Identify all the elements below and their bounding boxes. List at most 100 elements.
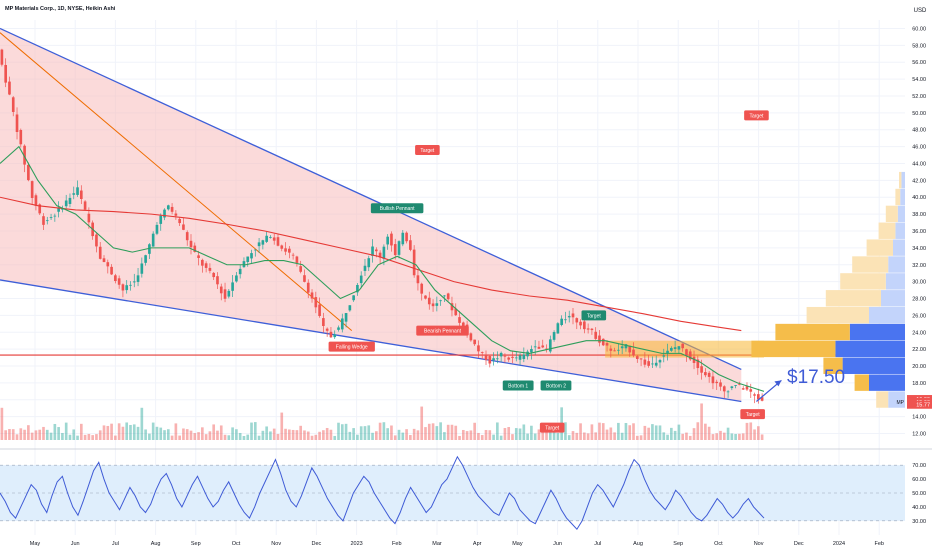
candle-body [136,275,140,282]
volume-bar [314,434,318,440]
volume-bar [620,432,624,440]
vp-bar-blue [897,205,905,223]
candle-body [363,265,367,271]
volume-bar [586,433,590,440]
volume-bar [635,435,639,440]
volume-bar [68,434,72,440]
candle-body [288,248,291,253]
volume-bar [496,422,499,440]
volume-bar [745,422,749,440]
candle-body [757,394,760,400]
time-tick-label: 2023 [350,541,362,547]
vp-bar-blue [885,273,905,290]
volume-bar [359,426,363,440]
volume-bar [371,432,374,440]
candle-body [469,333,473,341]
candle-body [72,193,76,195]
candle-body [238,268,242,275]
volume-bar [72,429,76,440]
channel-lower-line [0,279,742,403]
pattern-label: Bullish Pennant [370,203,424,214]
volume-bar [685,432,688,440]
candle-body [265,235,268,242]
price-tick-label: 48.00 [912,128,926,134]
candle-body [719,382,722,387]
volume-bar [760,434,764,440]
pattern-label: Target [744,110,769,121]
time-tick-label: 2024 [833,541,845,547]
candle-body [579,321,582,326]
volume-bar [518,428,522,440]
volume-bar [511,434,514,440]
volume-bar [450,424,454,440]
volume-bar [310,435,314,440]
volume-bar [227,435,231,440]
candle-body [643,359,647,365]
volume-profile [751,171,905,408]
volume-bar [235,429,238,440]
volume-bar [692,428,696,440]
volume-bar [291,429,295,440]
pattern-label-text: Target [587,313,602,319]
candle-body [567,316,571,318]
falling-diagonal [0,32,353,331]
candle-body [129,284,132,286]
candle-body [280,245,284,249]
volume-bar [696,422,700,440]
candle-body [726,391,730,393]
price-tick-label: 32.00 [912,263,926,269]
rsi-tick-label: 60.00 [912,477,926,483]
time-tick-label: Aug [633,541,643,547]
price-tag-symbol: MP [897,400,905,406]
volume-bar [416,430,420,440]
pattern-label-bg [539,422,565,433]
volume-bar [499,435,503,440]
rsi-band [0,464,905,522]
candle-body [257,242,261,247]
volume-bar [719,430,722,440]
time-tick-label: Dec [312,541,322,547]
rsi-tick-label: 40.00 [912,505,926,511]
volume-bar [526,433,529,440]
price-tag-text: 15.77 [916,403,930,409]
candle-body [98,246,102,259]
volume-bar [393,435,397,440]
volume-bar [647,427,650,440]
volume-bar [617,422,620,440]
volume-bar [628,425,632,440]
candle-body [696,359,700,369]
currency-label: USD [914,8,927,14]
volume-bar [458,435,461,440]
vp-bar-blue [835,340,905,358]
volume-bar [344,423,348,440]
candle-body [227,290,231,297]
candle-body [110,266,113,275]
volume-bar [681,433,685,440]
candle-body [378,252,382,258]
price-tick-label: 24.00 [912,330,926,336]
candle-body [446,293,450,300]
volume-bar [219,425,223,440]
candle-body [734,385,737,386]
volume-bar [34,430,38,440]
candle-body [201,259,204,266]
candle-body [38,204,42,214]
volume-bar [443,432,446,440]
candle-body [662,355,666,357]
volume-bar [356,434,359,440]
price-tick-label: 56.00 [912,60,926,66]
price-tick-label: 46.00 [912,145,926,151]
pattern-label-bg [744,110,769,121]
volume-bar [700,403,703,440]
candle-body [397,241,401,255]
price-tick-label: 26.00 [912,313,926,319]
volume-bar [734,433,737,440]
candle-body [68,197,72,204]
candle-body [741,388,745,390]
volume-bar [461,429,465,440]
candle-body [57,207,60,212]
price-tick-label: 20.00 [912,364,926,370]
volume-bar [564,422,567,440]
vp-bar-blue [849,323,905,341]
volume-bar [337,422,340,440]
